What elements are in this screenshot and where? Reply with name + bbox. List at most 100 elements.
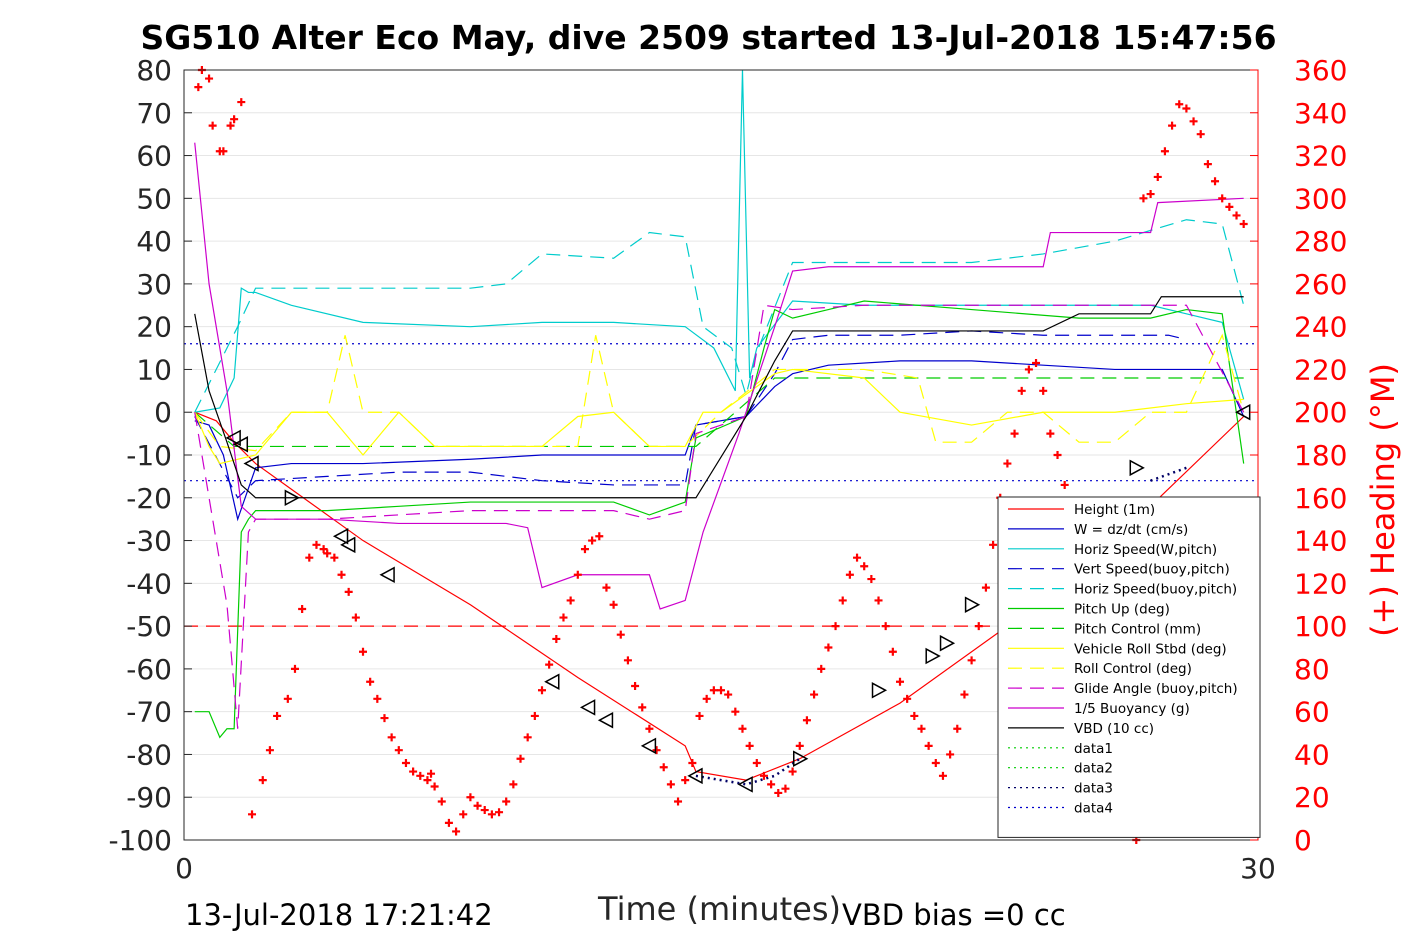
heading-point — [903, 694, 912, 703]
heading-point — [609, 600, 618, 609]
heading-point — [552, 634, 561, 643]
legend-label: VBD (10 cc) — [1074, 721, 1154, 737]
legend-label: Vehicle Roll Stbd (deg) — [1074, 641, 1227, 657]
heading-point — [380, 714, 389, 723]
heading-point — [888, 647, 897, 656]
legend-label: Height (1m) — [1074, 502, 1155, 518]
heading-point — [312, 540, 321, 549]
legend-label: data3 — [1074, 781, 1113, 797]
x-tick-label: 0 — [175, 852, 193, 885]
y2-tick-label: 20 — [1294, 781, 1330, 814]
heading-point — [1046, 429, 1055, 438]
series-layer — [194, 69, 1245, 786]
y-tick-label: 30 — [136, 268, 172, 301]
heading-point — [1039, 386, 1048, 395]
heading-point — [230, 115, 239, 124]
y2-tick-label: 120 — [1294, 567, 1347, 600]
heading-point — [219, 147, 228, 156]
y-tick-label: 60 — [136, 140, 172, 173]
heading-point — [373, 694, 382, 703]
chart-title: SG510 Alter Eco May, dive 2509 started 1… — [140, 18, 1277, 57]
heading-point — [967, 656, 976, 665]
x-tick-label: 30 — [1240, 852, 1276, 885]
y-tick-label: -40 — [126, 567, 172, 600]
heading-point — [738, 724, 747, 733]
heading-point — [530, 711, 539, 720]
heading-point — [305, 553, 314, 562]
heading-point — [845, 570, 854, 579]
heading-point — [387, 733, 396, 742]
heading-point — [394, 746, 403, 755]
heading-point — [960, 690, 969, 699]
triangle-marker — [964, 596, 981, 613]
triangle-marker — [939, 634, 956, 652]
y-tick-label: 70 — [136, 97, 172, 130]
legend-label: Vert Speed(buoy,pitch) — [1074, 562, 1230, 578]
heading-points-layer — [194, 66, 1248, 844]
heading-point — [480, 806, 489, 815]
heading-point — [788, 767, 797, 776]
legend-label: Pitch Control (mm) — [1074, 621, 1201, 637]
y-tick-label: -80 — [126, 738, 172, 771]
heading-point — [781, 784, 790, 793]
y2-tick-label: 100 — [1294, 610, 1347, 643]
heading-point — [989, 540, 998, 549]
heading-point — [545, 660, 554, 669]
footer-timestamp: 13-Jul-2018 17:21:42 — [185, 898, 493, 932]
triangle-marker — [340, 536, 356, 554]
series-line — [194, 300, 1245, 739]
heading-point — [566, 596, 575, 605]
y-tick-label: -30 — [126, 525, 172, 558]
triangle-marker — [1235, 403, 1251, 421]
y-tick-label: -100 — [108, 824, 172, 857]
triangle-marker — [1129, 459, 1145, 477]
heading-point — [666, 780, 675, 789]
heading-point — [473, 801, 482, 810]
heading-point — [1182, 104, 1191, 113]
heading-point — [881, 622, 890, 631]
heading-point — [774, 788, 783, 797]
y2-tick-label: 140 — [1294, 525, 1347, 558]
heading-point — [1053, 451, 1062, 459]
heading-point — [523, 733, 532, 742]
axis-layer: 80706050403020100-10-20-30-40-50-60-70-8… — [108, 54, 1347, 885]
heading-point — [802, 716, 811, 725]
series-line — [194, 330, 1187, 499]
y2-tick-label: 320 — [1294, 140, 1347, 173]
heading-point — [867, 575, 876, 584]
legend-label: Horiz Speed(W,pitch) — [1074, 542, 1217, 558]
y2-tick-label: 220 — [1294, 353, 1347, 386]
y2-tick-label: 180 — [1294, 439, 1347, 472]
heading-point — [838, 596, 847, 605]
heading-point — [981, 583, 990, 592]
legend-label: Glide Angle (buoy,pitch) — [1074, 681, 1238, 697]
legend-label: 1/5 Buoyancy (g) — [1074, 701, 1190, 717]
heading-point — [1203, 160, 1212, 169]
y2-tick-label: 280 — [1294, 225, 1347, 258]
legend-label: Roll Control (deg) — [1074, 661, 1192, 677]
series-line — [194, 296, 1244, 499]
y-tick-label: 40 — [136, 225, 172, 258]
heading-point — [874, 596, 883, 605]
triangle-marker — [640, 737, 657, 755]
triangle-marker — [332, 528, 349, 545]
x-axis-label: Time (minutes) — [598, 890, 841, 928]
y-tick-label: 10 — [136, 353, 172, 386]
series-line — [695, 757, 801, 786]
series-line — [194, 219, 1245, 413]
heading-point — [409, 767, 418, 776]
triangle-marker — [597, 711, 614, 729]
series-line — [194, 368, 1244, 465]
heading-point — [1153, 172, 1162, 181]
y-tick-label: -70 — [126, 696, 172, 729]
triangle-marker — [243, 455, 259, 472]
heading-point — [273, 711, 282, 720]
footer-vbd-bias: VBD bias =0 cc — [842, 898, 1066, 932]
heading-point — [681, 776, 690, 785]
heading-point — [1239, 220, 1248, 228]
y-tick-label: -20 — [126, 482, 172, 515]
heading-point — [1017, 386, 1026, 395]
heading-point — [938, 771, 947, 780]
y2-tick-label: 80 — [1294, 653, 1330, 686]
